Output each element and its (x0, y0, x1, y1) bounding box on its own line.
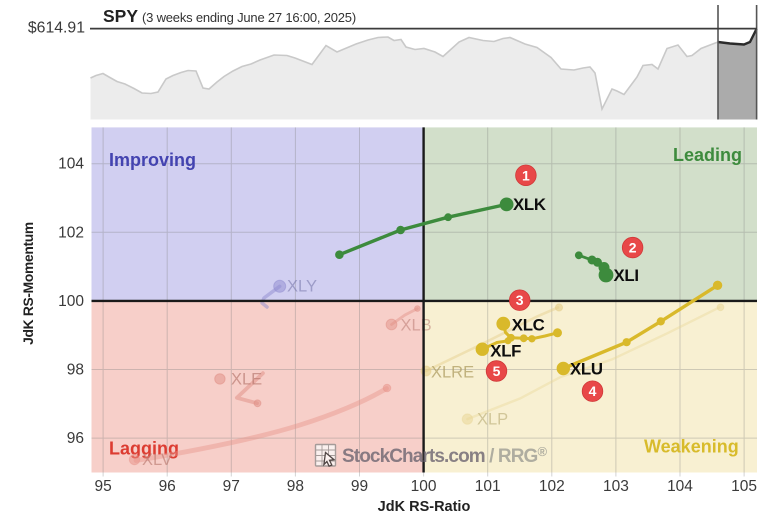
svg-text:XLC: XLC (512, 315, 545, 334)
svg-text:96: 96 (159, 478, 176, 495)
svg-text:XLI: XLI (614, 266, 639, 285)
svg-text:98: 98 (67, 362, 84, 379)
svg-text:XLP: XLP (477, 411, 508, 429)
svg-text:Leading: Leading (673, 145, 742, 165)
svg-text:Weakening: Weakening (644, 437, 739, 457)
svg-text:97: 97 (223, 478, 240, 495)
svg-text:XLE: XLE (231, 371, 262, 389)
svg-text:99: 99 (351, 478, 368, 495)
svg-text:5: 5 (493, 363, 501, 379)
svg-text:104: 104 (667, 478, 693, 495)
svg-text:2: 2 (629, 240, 637, 256)
svg-text:3: 3 (516, 292, 524, 308)
svg-text:104: 104 (58, 156, 84, 173)
svg-text:1: 1 (522, 167, 530, 183)
svg-text:96: 96 (67, 430, 84, 447)
svg-text:102: 102 (539, 478, 565, 495)
svg-text:98: 98 (287, 478, 304, 495)
svg-text:XLB: XLB (401, 317, 432, 335)
svg-text:XLY: XLY (287, 278, 317, 296)
svg-text:103: 103 (603, 478, 629, 495)
svg-text:XLU: XLU (570, 360, 603, 379)
svg-text:101: 101 (475, 478, 501, 495)
svg-text:Lagging: Lagging (109, 439, 179, 459)
svg-text:102: 102 (58, 224, 84, 241)
svg-text:Improving: Improving (109, 150, 196, 170)
svg-text:JdK RS-Ratio: JdK RS-Ratio (378, 499, 471, 515)
svg-text:100: 100 (411, 478, 437, 495)
svg-text:95: 95 (94, 478, 111, 495)
svg-text:SPY: SPY (103, 6, 138, 26)
svg-text:XLRE: XLRE (431, 364, 474, 382)
svg-text:105: 105 (731, 478, 757, 495)
svg-text:StockCharts.com / RRG®: StockCharts.com / RRG® (342, 444, 547, 467)
svg-text:$614.91: $614.91 (28, 20, 85, 37)
svg-text:JdK RS-Momentum: JdK RS-Momentum (21, 222, 36, 345)
svg-text:XLF: XLF (490, 341, 521, 360)
svg-text:100: 100 (58, 293, 84, 310)
svg-text:4: 4 (589, 383, 597, 399)
svg-text:XLV: XLV (142, 451, 172, 469)
svg-text:XLK: XLK (513, 195, 546, 214)
svg-text:(3 weeks ending June 27 16:00,: (3 weeks ending June 27 16:00, 2025) (142, 10, 356, 25)
